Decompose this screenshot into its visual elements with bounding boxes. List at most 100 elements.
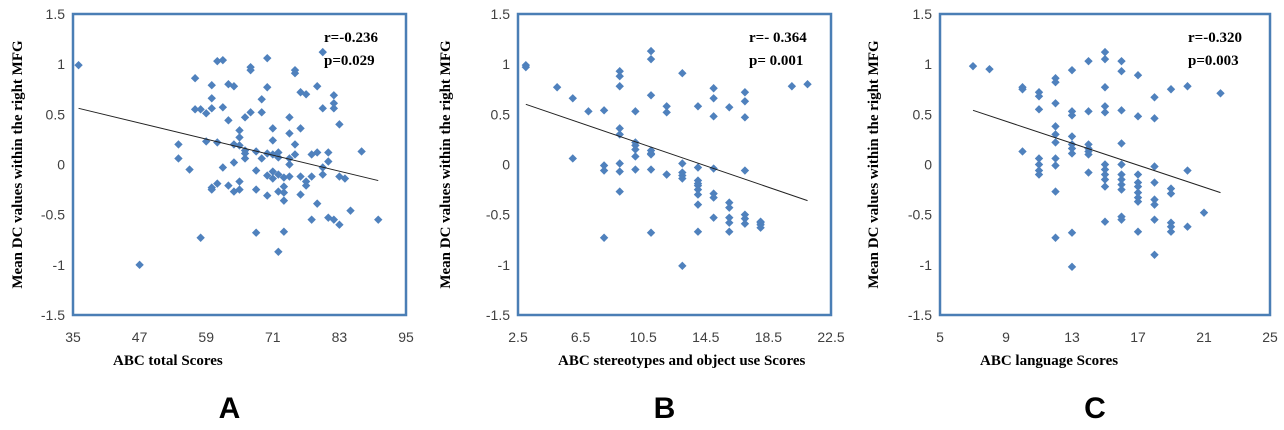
data-point xyxy=(274,187,283,196)
data-point xyxy=(709,193,718,202)
data-point xyxy=(1117,139,1126,148)
data-point xyxy=(1117,106,1126,115)
data-point xyxy=(1051,130,1060,139)
trend-line xyxy=(78,107,379,182)
data-point xyxy=(251,228,261,237)
data-point xyxy=(279,188,289,197)
data-point xyxy=(290,150,300,159)
data-point xyxy=(257,154,266,163)
data-point xyxy=(196,105,205,114)
data-point xyxy=(1166,85,1176,94)
data-point xyxy=(263,53,272,63)
data-point xyxy=(1150,178,1159,187)
data-point xyxy=(1166,222,1176,231)
data-point xyxy=(1150,93,1159,102)
data-point xyxy=(1117,56,1126,66)
y-tick-label: -1 xyxy=(498,257,511,273)
data-point xyxy=(693,227,703,236)
x-axis-label: ABC total Scores xyxy=(113,353,223,369)
x-tick-label: 59 xyxy=(198,329,214,345)
data-point xyxy=(1067,65,1077,75)
data-point xyxy=(1067,262,1077,272)
data-point xyxy=(693,200,703,209)
data-point xyxy=(1051,122,1060,131)
data-point xyxy=(1117,180,1126,189)
data-point xyxy=(318,47,327,57)
y-tick-label: 0 xyxy=(502,157,510,173)
data-point xyxy=(1133,112,1143,121)
data-point xyxy=(268,174,277,183)
data-point xyxy=(709,94,718,103)
data-point xyxy=(74,60,83,70)
panel-letter: C xyxy=(1084,392,1106,425)
data-point xyxy=(329,104,339,113)
data-point xyxy=(224,116,233,125)
x-tick-label: 18.5 xyxy=(755,329,782,345)
data-point xyxy=(678,261,687,271)
data-point xyxy=(213,56,222,66)
data-point xyxy=(240,154,250,163)
data-point xyxy=(279,227,289,236)
data-point xyxy=(1216,89,1225,98)
data-point xyxy=(1150,114,1159,123)
y-tick-label: 0 xyxy=(924,157,932,173)
data-point xyxy=(296,124,305,133)
y-tick-label: 1 xyxy=(57,56,65,72)
x-axis-label: ABC stereotypes and object use Scores xyxy=(558,353,806,369)
trend-line xyxy=(525,103,808,202)
data-point xyxy=(329,99,339,108)
data-point xyxy=(329,215,339,224)
chart-panel-b: 1.5 1 0.5 0 -0.5 -1 -1.5 2.5 6.5 10.5 14.5 18.5 22.5… xyxy=(428,0,856,430)
data-point xyxy=(1183,222,1192,231)
x-tick-label: 95 xyxy=(398,329,414,345)
data-point xyxy=(615,72,624,81)
data-point xyxy=(693,163,703,172)
data-point xyxy=(646,165,656,174)
data-point xyxy=(599,233,609,242)
data-point xyxy=(1117,66,1126,76)
data-point xyxy=(213,179,222,188)
data-point xyxy=(1067,132,1077,141)
data-point xyxy=(1166,189,1176,198)
data-point xyxy=(174,154,183,163)
y-axis-label: Mean DC values within the right MFG xyxy=(10,40,26,289)
data-point xyxy=(725,103,734,112)
data-point xyxy=(324,148,333,157)
x-tick-label: 2.5 xyxy=(508,329,528,345)
x-tick-label: 83 xyxy=(332,329,348,345)
y-tick-label: -1.5 xyxy=(486,307,510,323)
data-point xyxy=(207,104,216,113)
data-point xyxy=(1084,150,1093,159)
data-point xyxy=(174,140,183,149)
data-point xyxy=(1100,83,1110,92)
data-point xyxy=(229,158,239,167)
data-point xyxy=(1051,187,1060,196)
data-point xyxy=(374,215,383,224)
y-tick-label: -0.5 xyxy=(908,207,932,223)
x-tick-label: 13 xyxy=(1064,329,1080,345)
data-point xyxy=(274,247,283,256)
scatter-plot-b: 1.510.50-0.5-1-1.52.5 6.5 10.5 14.5 18.5 22.5… xyxy=(438,6,845,425)
data-point xyxy=(725,218,734,227)
data-point xyxy=(599,166,609,175)
data-point xyxy=(1133,182,1143,191)
data-point xyxy=(662,170,671,179)
data-point xyxy=(190,74,200,83)
data-point xyxy=(290,140,300,149)
trend-line xyxy=(972,109,1221,194)
data-point xyxy=(335,120,344,129)
data-point xyxy=(740,113,750,122)
data-point xyxy=(1133,227,1143,236)
y-tick-label: -1.5 xyxy=(41,307,65,323)
data-point xyxy=(678,68,687,78)
data-point xyxy=(552,83,562,92)
data-point xyxy=(329,91,339,100)
data-point xyxy=(725,213,734,222)
data-point xyxy=(1018,85,1027,94)
data-point xyxy=(1150,215,1159,224)
data-point xyxy=(301,90,311,99)
data-point xyxy=(1100,165,1110,174)
data-point xyxy=(213,138,222,147)
data-point xyxy=(268,124,277,133)
data-point xyxy=(257,95,266,104)
